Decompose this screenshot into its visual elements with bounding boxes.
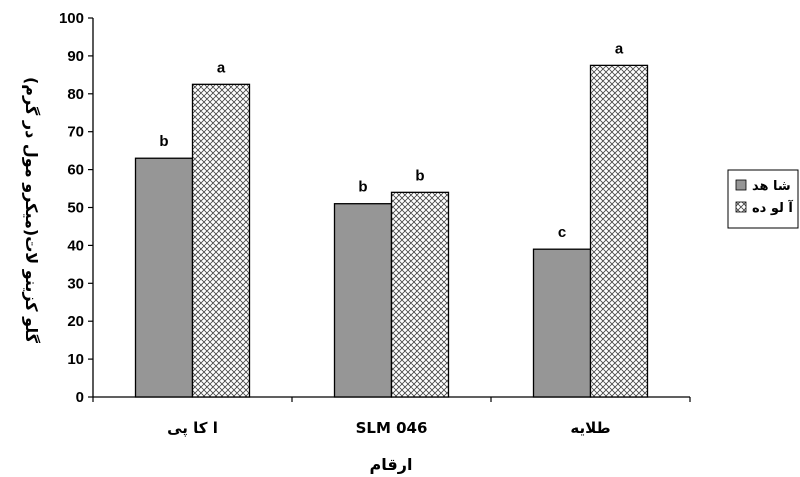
x-tick-label: ا کا پی [167,419,218,438]
y-tick-label: 10 [67,351,84,368]
y-tick-label: 70 [67,124,84,141]
bars [134,64,649,398]
legend-swatch [735,201,747,213]
y-tick-label: 50 [67,200,84,217]
x-tick-label: طلایه [570,419,610,437]
x-axis-title: ارقام [370,455,413,474]
significance-label: a [217,59,226,76]
bar-control [333,203,393,398]
bar-control [532,248,592,398]
y-tick-label: 100 [59,10,84,27]
legend-label: شا هد [752,179,791,194]
bar-labels: b b c a b a [159,40,623,241]
y-tick-label: 80 [67,86,84,103]
bar-infected [191,83,251,398]
bar-infected [589,64,649,398]
significance-label: b [415,167,424,184]
y-tick-label: 30 [67,275,84,292]
y-tick-label: 40 [67,237,84,254]
significance-label: b [358,179,367,196]
significance-label: c [558,224,566,241]
y-axis-title: گلو کزینو لات(میکرو مول در گرم) [22,77,41,344]
bar-control [134,157,194,398]
legend: شا هد آ لو ده [727,169,799,229]
y-tick-label: 60 [67,162,84,179]
bar-infected [390,191,450,398]
legend-swatch [735,179,747,191]
x-tick-label: SLM 046 [356,419,428,437]
legend-label: آ لو ده [752,199,793,216]
y-tick-label: 90 [67,48,84,65]
significance-label: b [159,133,168,150]
y-tick-label: 20 [67,313,84,330]
axes: 0 10 20 30 40 50 60 70 80 90 100 ا کا پی SLM 046 طلای… [59,10,691,438]
y-tick-label: 0 [76,389,84,406]
significance-label: a [615,40,624,57]
